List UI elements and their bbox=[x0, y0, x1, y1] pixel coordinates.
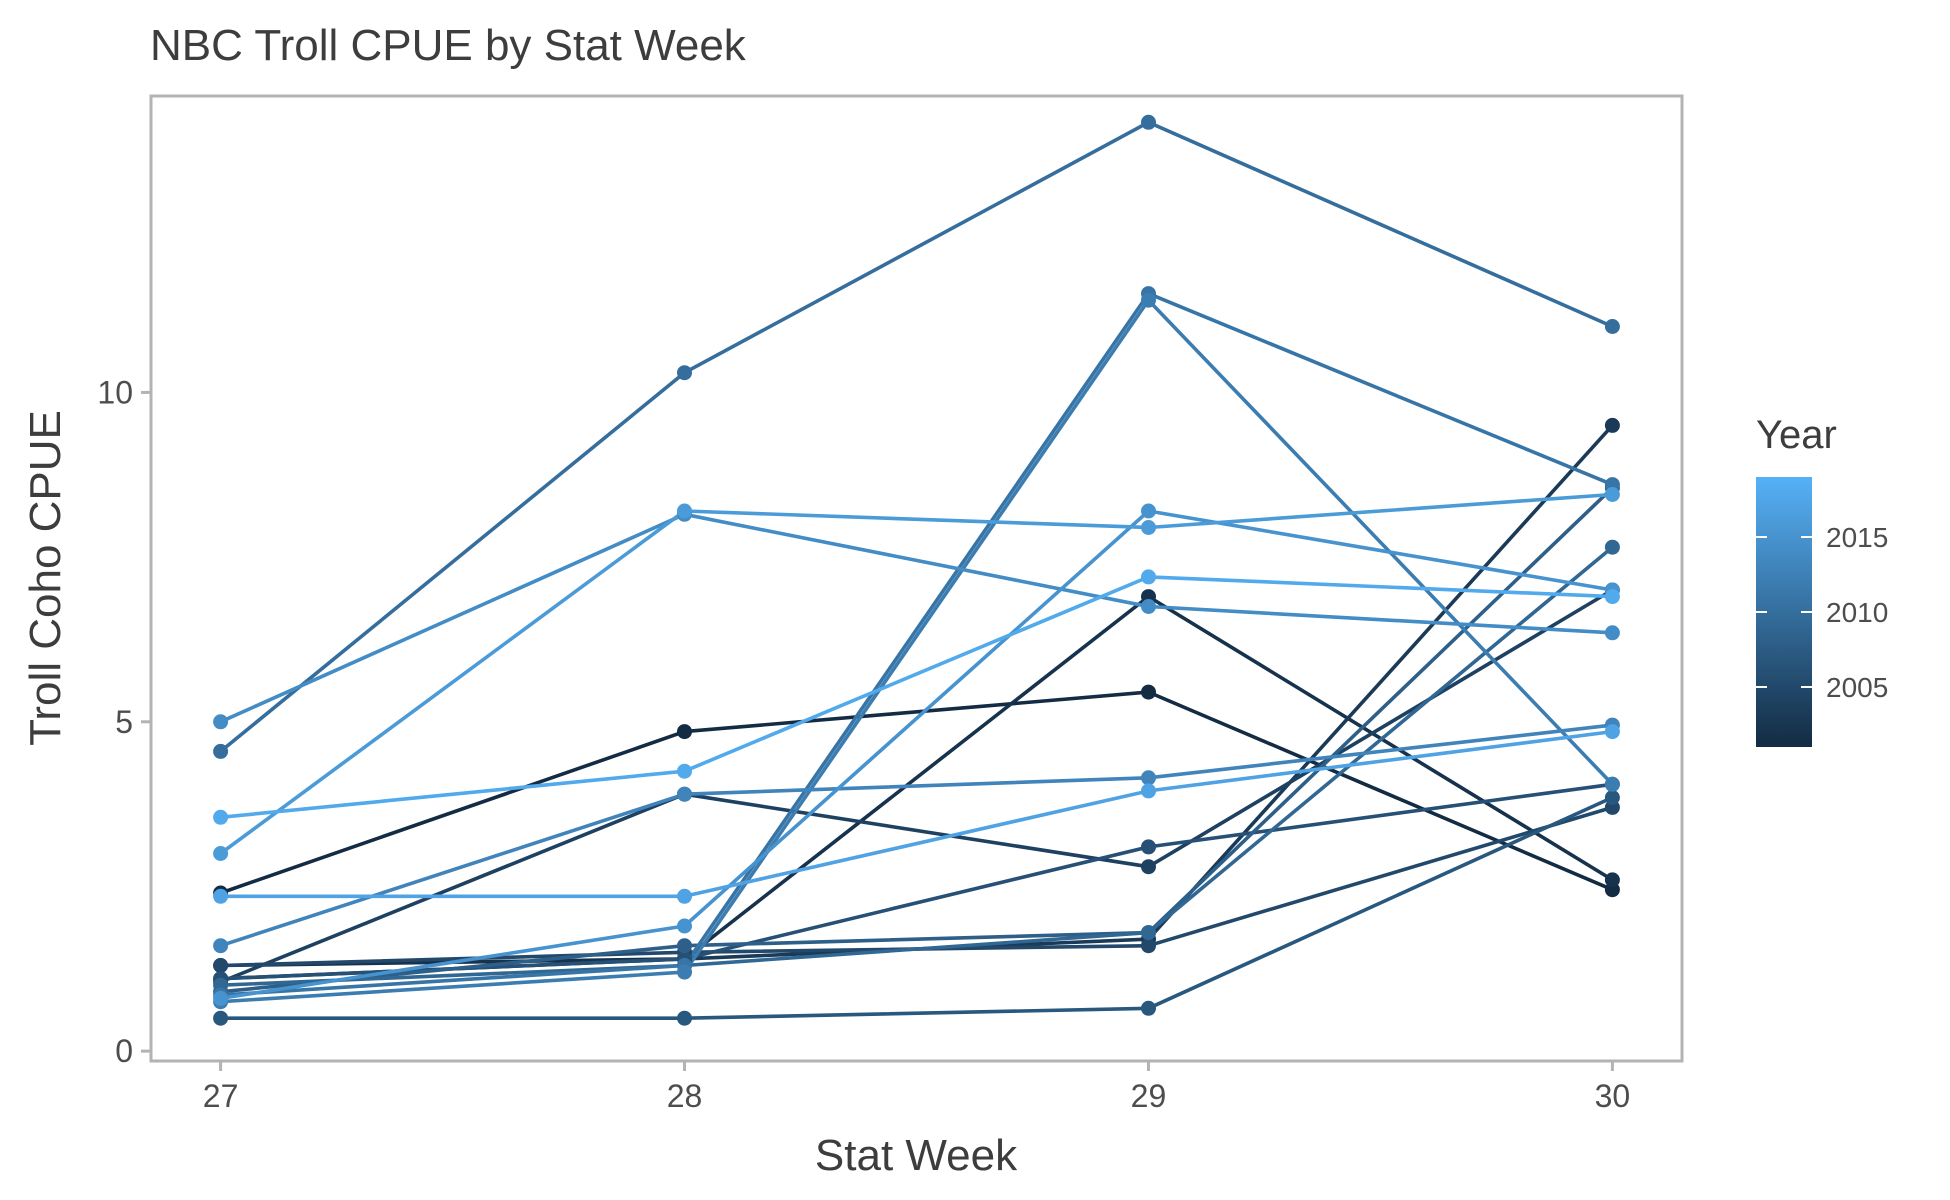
x-axis-title: Stat Week bbox=[815, 1131, 1018, 1180]
chart-title: NBC Troll CPUE by Stat Week bbox=[150, 21, 747, 70]
series-lines bbox=[219, 120, 1614, 1021]
data-point-2012-week-28 bbox=[677, 964, 692, 980]
colorbar-tick-label: 2005 bbox=[1826, 672, 1888, 703]
series-line-2013 bbox=[220, 723, 1613, 948]
data-point-2014-week-27 bbox=[213, 714, 229, 730]
data-point-2001-week-29 bbox=[1141, 684, 1156, 700]
data-point-2010-week-27 bbox=[213, 743, 229, 759]
data-point-2006-week-29 bbox=[1141, 839, 1156, 855]
data-point-2003-week-30 bbox=[1604, 417, 1620, 433]
y-tick-label: 10 bbox=[97, 374, 133, 410]
x-tick-label: 29 bbox=[1131, 1078, 1167, 1114]
data-point-2012-week-30 bbox=[1604, 776, 1620, 792]
data-point-2007-week-27 bbox=[213, 1010, 229, 1026]
series-line-2017 bbox=[220, 729, 1613, 899]
data-point-2010-week-28 bbox=[677, 365, 692, 381]
series-line-2016 bbox=[219, 492, 1613, 855]
series-line-2015 bbox=[220, 509, 1613, 1001]
series-line-2018 bbox=[220, 575, 1613, 820]
data-point-2016-week-30 bbox=[1604, 487, 1620, 502]
series-line-2010 bbox=[219, 120, 1614, 753]
data-point-2014-week-29 bbox=[1141, 599, 1156, 614]
data-point-2018-week-29 bbox=[1141, 569, 1156, 585]
x-tick-label: 28 bbox=[667, 1078, 703, 1114]
data-point-2001-week-28 bbox=[677, 724, 692, 740]
data-point-2017-week-27 bbox=[213, 888, 229, 904]
data-point-2007-week-30 bbox=[1604, 790, 1620, 805]
y-tick-label: 0 bbox=[115, 1033, 133, 1069]
data-point-2016-week-28 bbox=[677, 503, 692, 519]
data-point-2008-week-28 bbox=[677, 938, 692, 954]
data-point-2018-week-28 bbox=[677, 763, 692, 779]
data-point-2018-week-27 bbox=[213, 809, 229, 825]
data-point-2017-week-30 bbox=[1604, 724, 1620, 740]
series-line-2008 bbox=[220, 486, 1614, 994]
data-point-2018-week-30 bbox=[1604, 589, 1620, 605]
legend: Year 2005 2010 2015 bbox=[1756, 413, 1888, 747]
y-axis-title: Troll Coho CPUE bbox=[21, 410, 70, 746]
data-point-2017-week-28 bbox=[677, 888, 692, 904]
x-axis: 27 28 29 30 bbox=[203, 1062, 1630, 1114]
data-point-2007-week-29 bbox=[1141, 1000, 1156, 1016]
data-point-2005-week-29 bbox=[1141, 938, 1156, 954]
data-point-2009-week-29 bbox=[1141, 925, 1156, 941]
series-line-2012 bbox=[220, 298, 1614, 1004]
x-tick-label: 27 bbox=[203, 1078, 239, 1114]
series-line-2007 bbox=[220, 795, 1614, 1021]
data-point-2015-week-27 bbox=[213, 990, 229, 1006]
data-point-2012-week-29 bbox=[1141, 292, 1156, 308]
data-point-2013-week-27 bbox=[213, 938, 229, 954]
series-line-2004 bbox=[219, 588, 1614, 984]
data-point-2004-week-29 bbox=[1141, 859, 1156, 875]
data-point-2007-week-28 bbox=[677, 1010, 692, 1026]
data-point-2017-week-29 bbox=[1141, 783, 1156, 799]
colorbar-ticks: 2005 2010 2015 bbox=[1756, 522, 1888, 703]
data-point-2016-week-27 bbox=[213, 846, 229, 861]
series-points bbox=[213, 114, 1620, 1026]
data-point-2002-week-30 bbox=[1604, 872, 1620, 888]
data-point-2013-week-28 bbox=[677, 786, 692, 802]
colorbar-tick-label: 2010 bbox=[1826, 597, 1888, 628]
series-line-2011 bbox=[220, 291, 1614, 997]
series-line-2009 bbox=[220, 545, 1614, 987]
series-line-2014 bbox=[219, 512, 1613, 724]
y-tick-label: 5 bbox=[115, 704, 133, 740]
data-point-2009-week-30 bbox=[1604, 539, 1620, 555]
series-line-2001 bbox=[220, 690, 1614, 895]
y-axis: 0 5 10 bbox=[97, 374, 150, 1069]
x-tick-label: 30 bbox=[1595, 1078, 1631, 1114]
legend-title: Year bbox=[1756, 413, 1837, 457]
data-point-2010-week-30 bbox=[1604, 319, 1620, 334]
data-point-2005-week-27 bbox=[213, 958, 229, 973]
colorbar-tick-label: 2015 bbox=[1826, 522, 1888, 553]
plot-panel-border bbox=[149, 94, 1684, 1063]
series-line-2002 bbox=[220, 594, 1614, 968]
data-point-2014-week-30 bbox=[1604, 625, 1620, 641]
data-point-2013-week-29 bbox=[1141, 770, 1156, 786]
data-point-2016-week-29 bbox=[1141, 520, 1156, 535]
data-point-2015-week-28 bbox=[677, 918, 692, 934]
data-point-2010-week-29 bbox=[1141, 114, 1156, 130]
data-point-2015-week-29 bbox=[1141, 503, 1156, 519]
